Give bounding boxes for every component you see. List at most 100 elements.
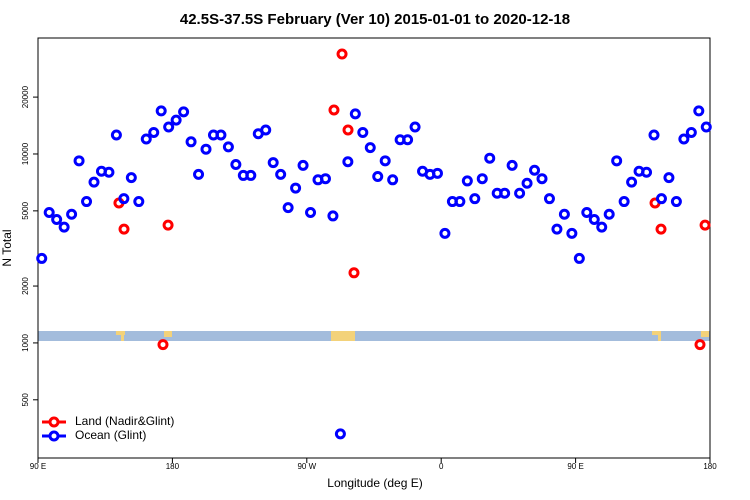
point [551,223,563,235]
point [699,219,711,231]
point [43,207,55,219]
land-strip [331,331,355,341]
point [163,121,175,133]
point [499,187,511,199]
point [469,193,481,205]
point [409,121,421,133]
point [319,173,331,185]
legend-label: Ocean (Glint) [75,428,146,442]
point [379,155,391,167]
point [566,227,578,239]
point [260,124,272,136]
point [334,428,346,440]
point [81,196,93,208]
point [170,114,182,126]
land-strip [652,331,661,335]
point [476,173,488,185]
x-axis-label: Longitude (deg E) [327,476,422,490]
point [611,155,623,167]
point [185,136,197,148]
point [245,169,257,181]
point [110,129,122,141]
point [357,126,369,138]
point [349,108,361,120]
point [342,124,354,136]
legend-label: Land (Nadir&Glint) [75,414,174,428]
land-strip [164,331,172,337]
y-tick-label: 500 [21,393,30,407]
y-tick-label: 5000 [21,201,30,219]
point [348,267,360,279]
point [506,159,518,171]
y-axis-label: N Total [0,229,14,266]
y-tick-label: 20000 [21,85,30,108]
point [603,208,615,220]
land-strip [658,335,661,341]
point [155,105,167,117]
legend-marker [48,416,60,428]
point [431,167,443,179]
point [454,196,466,208]
point [596,221,608,233]
y-tick-label: 10000 [21,142,30,165]
point [51,214,63,226]
point [162,219,174,231]
x-tick-label: 90 W [297,462,316,471]
point [581,207,593,219]
point [342,156,354,168]
x-tick-label: 90 E [567,462,583,471]
point [693,105,705,117]
point [336,48,348,60]
point [118,223,130,235]
point [133,196,145,208]
land-strip [116,331,125,335]
land-strip [701,331,709,337]
point [282,202,294,214]
land-strip [121,335,124,341]
plot-frame [37,37,711,459]
point [275,168,287,180]
point [626,176,638,188]
point [641,166,653,178]
point [267,157,279,169]
point [484,152,496,164]
point [536,173,548,185]
point [529,164,541,176]
point [36,252,48,264]
point [215,129,227,141]
point [364,142,376,154]
point [290,182,302,194]
point [103,166,115,178]
point [700,121,712,133]
point [678,133,690,145]
point [178,106,190,118]
point [694,339,706,351]
point [73,155,85,167]
point [439,227,451,239]
point [543,193,555,205]
y-tick-label: 2000 [21,277,30,295]
point [618,196,630,208]
point [670,196,682,208]
point [372,170,384,182]
point [88,176,100,188]
point [157,339,169,351]
x-tick-label: 180 [703,462,717,471]
ocean-strip [38,331,710,341]
point [387,174,399,186]
point [655,193,667,205]
point [402,134,414,146]
x-tick-label: 0 [439,462,444,471]
x-tick-label: 180 [166,462,180,471]
point [148,126,160,138]
point [118,193,130,205]
point [58,221,70,233]
point [230,158,242,170]
point [327,210,339,222]
point [521,177,533,189]
point [200,143,212,155]
point [125,172,137,184]
x-tick-label: 90 E [30,462,46,471]
point [297,159,309,171]
